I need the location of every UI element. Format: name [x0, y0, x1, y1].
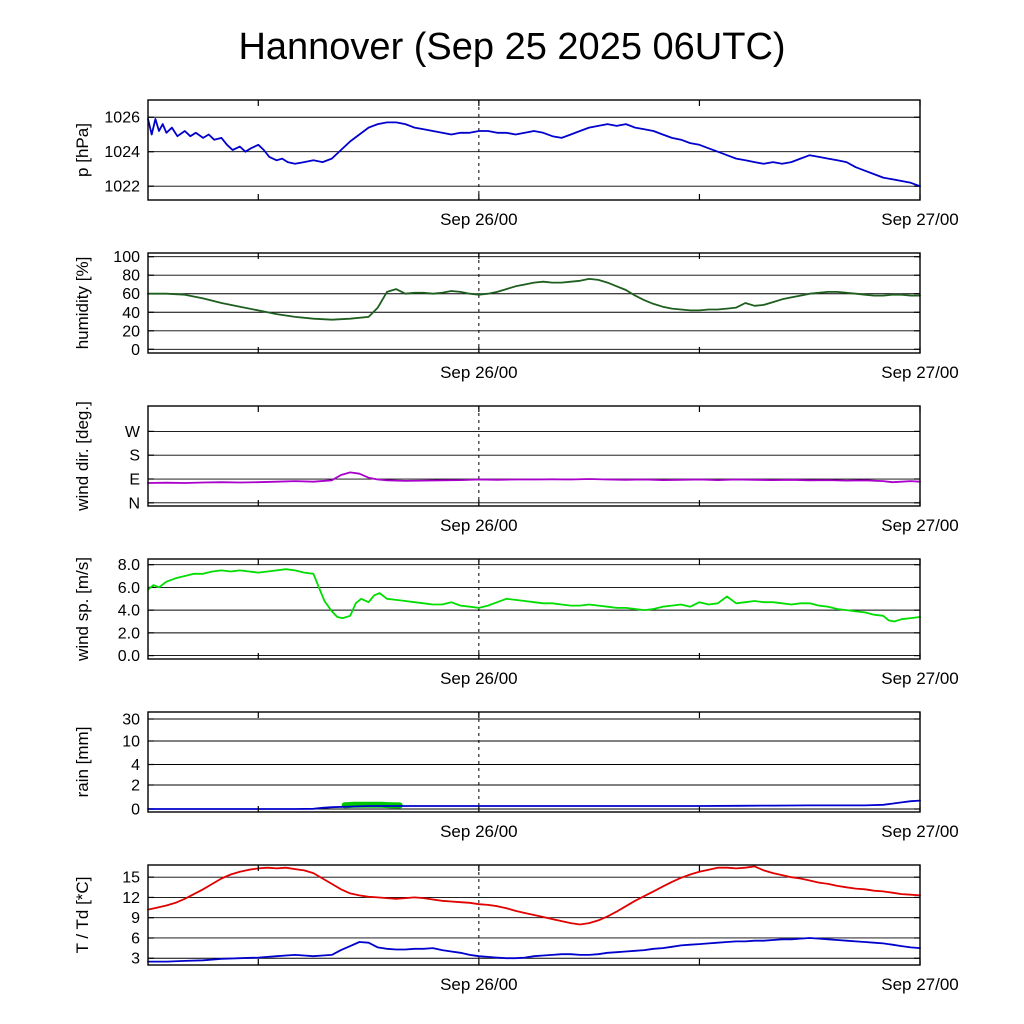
x-tick-label: Sep 27/00 [881, 363, 959, 382]
y-tick-label: 4 [131, 757, 140, 774]
y-tick-label: 30 [122, 712, 140, 729]
series-humidity [147, 277, 921, 321]
y-tick-label: 6.0 [118, 580, 140, 597]
y-tick-label: 20 [122, 323, 140, 340]
panel-wind_speed: 0.0 2.0 4.0 6.0 8.0 Sep 26/00 Sep 27/00 wind sp… [73, 557, 959, 688]
y-tick-label: 12 [122, 890, 140, 907]
y-tick-label: 3 [131, 951, 140, 968]
x-tick-label: Sep 27/00 [881, 975, 959, 994]
chart-title: Hannover (Sep 25 2025 06UTC) [238, 26, 786, 68]
panel-border [147, 864, 921, 966]
panel-temperature: 3 6 9 12 15 Sep 26/00 Sep 27/00 T / Td [*C] [73, 864, 959, 994]
y-axis-label: T / Td [*C] [73, 877, 92, 954]
x-tick-label: Sep 26/00 [440, 516, 518, 535]
y-axis-label: humidity [%] [73, 257, 92, 350]
y-axis-label: wind dir. [deg.] [73, 401, 92, 512]
panel-border [147, 252, 921, 354]
panel-border [147, 711, 921, 813]
y-tick-label: 9 [131, 910, 140, 927]
series-dewpoint [147, 937, 921, 963]
y-tick-label: W [125, 424, 141, 441]
y-tick-label: 6 [131, 930, 140, 947]
y-tick-label: 1022 [104, 179, 140, 196]
x-tick-label: Sep 26/00 [440, 975, 518, 994]
y-tick-label: 1026 [104, 110, 140, 127]
y-tick-label: 80 [122, 268, 140, 285]
y-tick-label: 8.0 [118, 557, 140, 574]
x-tick-label: Sep 26/00 [440, 822, 518, 841]
y-tick-label: 40 [122, 305, 140, 322]
series-rain_forecast [147, 799, 921, 810]
y-tick-label: N [128, 495, 140, 512]
panel-pressure: 1022 1024 1026 Sep 26/00 Sep 27/00 p [hPa] [73, 99, 959, 229]
panel-border [147, 558, 921, 660]
y-tick-label: 100 [113, 249, 140, 266]
x-tick-label: Sep 27/00 [881, 669, 959, 688]
y-tick-label: 10 [122, 734, 140, 751]
panel-rain: 0 2 4 10 30 Sep 26/00 Sep 27/00 rain [mm] [73, 711, 959, 841]
x-tick-label: Sep 27/00 [881, 210, 959, 229]
series-wind_direction [147, 471, 921, 484]
panel-border [147, 405, 921, 507]
x-tick-label: Sep 26/00 [440, 669, 518, 688]
y-tick-label: 0 [131, 342, 140, 359]
y-tick-label: 60 [122, 286, 140, 303]
series-wind_speed [147, 568, 921, 623]
y-tick-label: E [129, 472, 140, 489]
x-tick-label: Sep 26/00 [440, 363, 518, 382]
y-tick-label: 2 [131, 778, 140, 795]
y-tick-label: 2.0 [118, 625, 140, 642]
series-temperature [147, 865, 921, 926]
y-tick-label: S [129, 448, 140, 465]
y-tick-label: 0 [131, 802, 140, 819]
y-axis-label: wind sp. [m/s] [73, 557, 92, 662]
x-tick-label: Sep 27/00 [881, 516, 959, 535]
y-tick-label: 15 [122, 870, 140, 887]
y-tick-label: 0.0 [118, 648, 140, 665]
x-tick-label: Sep 27/00 [881, 822, 959, 841]
y-tick-label: 4.0 [118, 603, 140, 620]
y-axis-label: p [hPa] [73, 123, 92, 177]
y-tick-label: 1024 [104, 144, 140, 161]
y-axis-label: rain [mm] [73, 727, 92, 798]
panel-border [147, 99, 921, 201]
x-tick-label: Sep 26/00 [440, 210, 518, 229]
series-pressure [147, 118, 921, 188]
